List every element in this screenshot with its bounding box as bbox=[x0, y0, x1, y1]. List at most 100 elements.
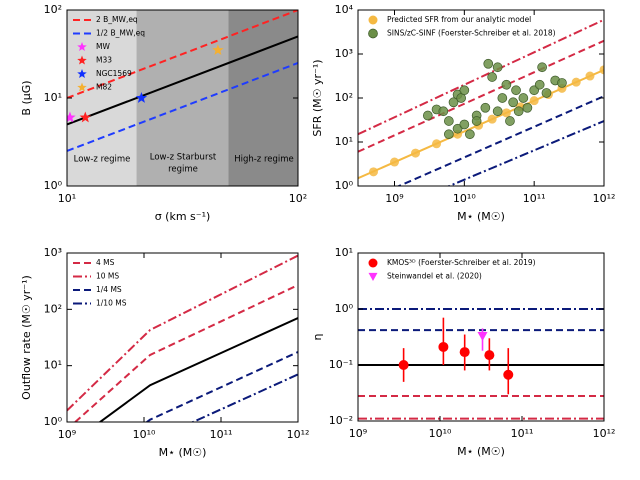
y-axis-label: SFR (M☉ yr⁻¹) bbox=[311, 59, 324, 136]
circle-marker bbox=[501, 108, 511, 118]
circle-marker bbox=[432, 139, 442, 149]
star-marker bbox=[77, 55, 87, 65]
legend-label: 1/10 MS bbox=[96, 299, 127, 308]
star-marker bbox=[79, 111, 91, 123]
circle-marker bbox=[497, 93, 508, 103]
y-axis-label: B (μG) bbox=[20, 80, 33, 115]
circle-marker bbox=[501, 79, 512, 90]
circle-marker bbox=[557, 78, 567, 88]
legend-label: Predicted SFR from our analytic model bbox=[387, 15, 531, 24]
x-axis-label: M⋆ (M☉) bbox=[457, 445, 505, 458]
circle-marker bbox=[487, 72, 497, 82]
y-tick-label: 10⁰ bbox=[44, 179, 63, 192]
star-marker bbox=[77, 69, 87, 79]
line bbox=[446, 120, 604, 186]
circle-marker bbox=[505, 116, 515, 126]
circle-marker bbox=[459, 85, 470, 96]
y-tick-label: 10² bbox=[44, 302, 62, 315]
y-tick-label: 10⁴ bbox=[335, 3, 354, 16]
panel: 10⁹ 10¹⁰ 10¹¹ 10¹² 10⁻² 10⁻¹ 10⁰ 10¹ M⋆ (M☉) η KMO… bbox=[311, 246, 615, 458]
line bbox=[67, 35, 298, 126]
y-tick-label: 10² bbox=[44, 3, 62, 16]
x-tick-label: 10¹² bbox=[593, 192, 616, 205]
circle-marker bbox=[368, 15, 378, 25]
circle-marker bbox=[368, 167, 378, 177]
circle-marker bbox=[585, 71, 595, 81]
x-tick-label: 10¹¹ bbox=[210, 428, 233, 441]
y-axis-label: η bbox=[311, 333, 324, 340]
circle-marker bbox=[508, 97, 519, 108]
panel: 10⁹ 10¹⁰ 10¹¹ 10¹² 10⁰ 10¹ 10² 10³ M⋆ (M☉) Outflo… bbox=[20, 246, 310, 459]
circle-marker bbox=[487, 114, 497, 124]
circle-marker bbox=[599, 65, 604, 75]
line bbox=[358, 18, 604, 136]
region bbox=[228, 10, 298, 186]
line bbox=[358, 39, 604, 153]
circle-marker bbox=[422, 110, 433, 121]
legend-label: 10 MS bbox=[96, 272, 119, 281]
x-tick-label: 10¹⁰ bbox=[453, 192, 476, 205]
circle-marker bbox=[484, 350, 495, 361]
y-tick-label: 10¹ bbox=[44, 91, 62, 104]
line bbox=[145, 351, 298, 422]
legend-label: 4 MS bbox=[96, 258, 115, 267]
plot-area bbox=[358, 308, 604, 420]
plot-area bbox=[358, 18, 604, 186]
legend-label: MW bbox=[96, 42, 110, 51]
star-marker bbox=[77, 82, 87, 92]
annotation: High-z regime bbox=[234, 155, 294, 165]
circle-marker bbox=[492, 62, 503, 73]
circle-marker bbox=[443, 116, 454, 126]
y-axis-label: Outflow rate (M☉ yr⁻¹) bbox=[20, 275, 33, 400]
circle-marker bbox=[411, 148, 421, 158]
y-tick-label: 10⁻¹ bbox=[329, 358, 353, 371]
x-axis-label: M⋆ (M☉) bbox=[159, 446, 207, 459]
circle-marker bbox=[483, 58, 494, 69]
annotation: Low-z Starburst bbox=[150, 153, 217, 163]
axes-frame bbox=[66, 252, 299, 423]
x-tick-label: 10¹¹ bbox=[511, 427, 534, 440]
circle-marker bbox=[511, 85, 521, 96]
panel: Low-z regime Low-z Starburst regime High-z … bbox=[20, 3, 307, 223]
circle-marker bbox=[398, 360, 409, 370]
circle-marker bbox=[541, 88, 552, 98]
line bbox=[190, 373, 298, 422]
star-marker bbox=[135, 92, 148, 103]
legend-label: NGC1569 bbox=[96, 69, 132, 78]
circle-marker bbox=[443, 129, 454, 140]
line bbox=[396, 95, 604, 186]
x-axis-label: σ (km s⁻¹) bbox=[155, 210, 211, 223]
region bbox=[136, 10, 229, 186]
y-tick-label: 10⁰ bbox=[335, 302, 354, 315]
line bbox=[98, 317, 298, 422]
circle-marker bbox=[368, 28, 378, 39]
legend-label: M33 bbox=[96, 56, 112, 65]
legend-label: KMOS³ᴰ (Foerster-Schreiber et al. 2019) bbox=[387, 258, 536, 267]
legend-label: Steinwandel et al. (2020) bbox=[387, 272, 482, 281]
star-marker bbox=[212, 44, 224, 55]
y-tick-label: 10¹ bbox=[335, 135, 353, 148]
triangle-marker bbox=[368, 272, 378, 281]
x-tick-label: 10¹² bbox=[287, 428, 310, 441]
y-tick-label: 10⁰ bbox=[335, 179, 354, 192]
x-tick-label: 10⁹ bbox=[385, 192, 403, 205]
circle-marker bbox=[459, 119, 470, 130]
circle-marker bbox=[537, 62, 547, 73]
star-marker bbox=[67, 111, 76, 123]
circle-marker bbox=[465, 129, 475, 140]
y-tick-label: 10² bbox=[335, 91, 353, 104]
legend-label: 1/4 MS bbox=[96, 285, 122, 294]
line bbox=[67, 254, 298, 412]
legend-label: 1/2 B_MW,eq bbox=[96, 29, 145, 38]
x-tick-label: 10¹⁰ bbox=[133, 428, 156, 441]
circle-marker bbox=[480, 102, 491, 113]
circle-marker bbox=[518, 93, 529, 103]
x-axis-label: M⋆ (M☉) bbox=[457, 210, 505, 223]
circle-marker bbox=[492, 106, 503, 117]
y-tick-label: 10³ bbox=[335, 47, 353, 60]
circle-marker bbox=[522, 102, 533, 113]
circle-marker bbox=[459, 347, 470, 358]
line bbox=[67, 10, 298, 99]
circle-marker bbox=[438, 341, 449, 352]
